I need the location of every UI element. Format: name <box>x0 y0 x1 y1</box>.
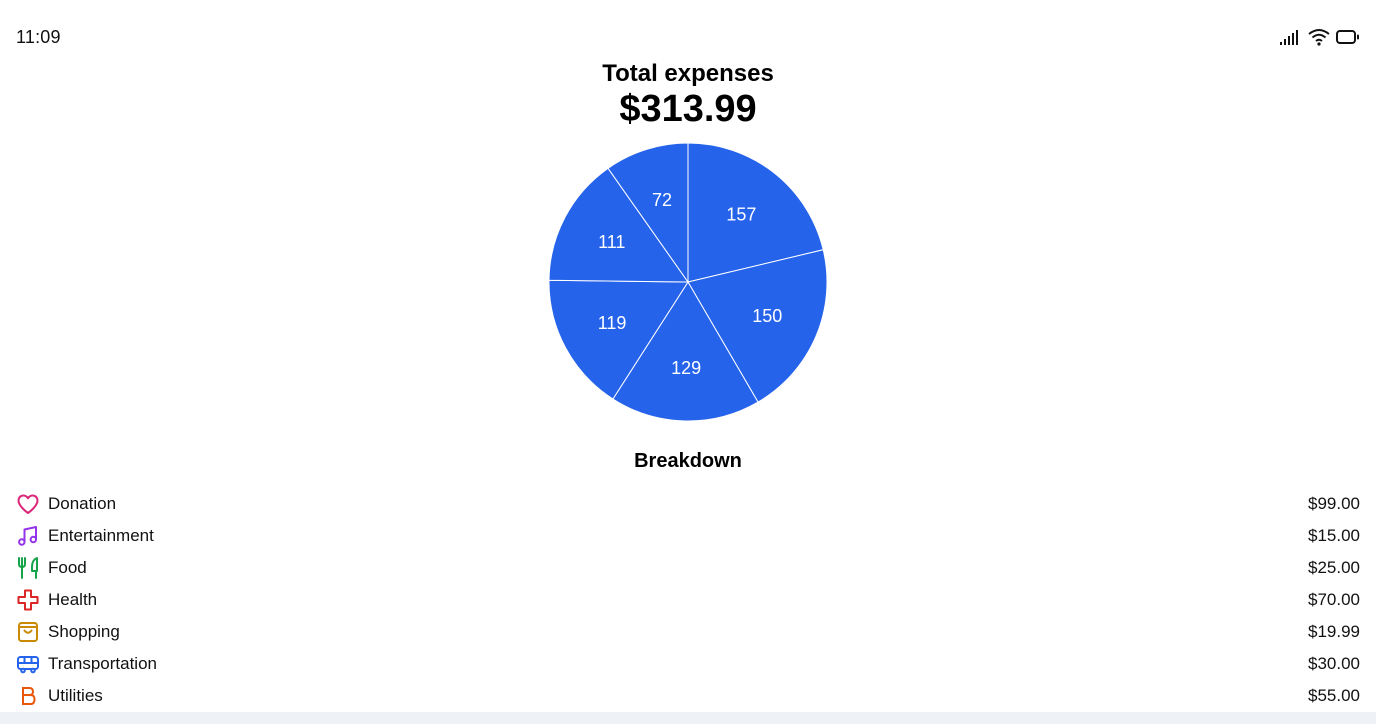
page-title: Total expenses <box>602 60 774 87</box>
signal-icon <box>1280 29 1302 45</box>
status-icons <box>1280 28 1360 46</box>
medical-cross-icon <box>16 588 40 612</box>
breakdown-title: Breakdown <box>634 450 742 472</box>
pie-slice-label: 119 <box>598 313 627 333</box>
category-amount: $30.00 <box>1308 654 1360 673</box>
category-amount: $55.00 <box>1308 686 1360 705</box>
pie-slice-157[interactable] <box>687 142 824 283</box>
list-item-entertainment[interactable]: Entertainment $15.00 <box>16 520 1360 552</box>
battery-icon <box>1336 30 1360 44</box>
breakdown-list: Donation $99.00 Entertainment $15.00 <box>16 488 1360 712</box>
list-item-donation[interactable]: Donation $99.00 <box>16 488 1360 520</box>
category-name: Shopping <box>48 622 120 641</box>
list-item-health[interactable]: Health $70.00 <box>16 584 1360 616</box>
category-name: Food <box>48 558 87 577</box>
bottom-bar <box>0 712 1376 724</box>
list-item-shopping[interactable]: Shopping $19.99 <box>16 616 1360 648</box>
pie-slice-label: 150 <box>752 306 782 326</box>
pie-slice-111[interactable] <box>548 167 689 283</box>
pie-slice-119[interactable] <box>548 279 689 400</box>
pie-slice-label: 72 <box>652 190 672 210</box>
category-name: Transportation <box>48 654 157 673</box>
category-name: Health <box>48 590 98 609</box>
pie-slice-label: 157 <box>726 204 756 224</box>
category-amount: $25.00 <box>1308 558 1360 577</box>
category-amount: $70.00 <box>1308 590 1360 609</box>
list-item-food[interactable]: Food $25.00 <box>16 552 1360 584</box>
bus-icon <box>16 652 40 676</box>
pie-slice-150[interactable] <box>687 249 828 403</box>
total-amount: $313.99 <box>619 88 757 130</box>
status-time: 11:09 <box>16 27 61 47</box>
pie-slice-label: 111 <box>598 232 625 252</box>
shopping-bag-icon <box>16 620 40 644</box>
category-name: Entertainment <box>48 526 154 545</box>
category-amount: $19.99 <box>1308 622 1360 641</box>
bitcoin-icon <box>16 684 40 708</box>
list-item-transportation[interactable]: Transportation $30.00 <box>16 648 1360 680</box>
expenses-pie-chart: 157 150 129 119 111 72 <box>548 142 828 422</box>
pie-slice-label: 129 <box>671 358 701 378</box>
utensils-icon <box>16 556 40 580</box>
category-amount: $99.00 <box>1308 494 1360 513</box>
category-name: Utilities <box>48 686 103 705</box>
pie-slice-129[interactable] <box>612 281 759 422</box>
wifi-icon <box>1308 28 1330 46</box>
list-item-utilities[interactable]: Utilities $55.00 <box>16 680 1360 712</box>
music-note-icon <box>16 524 40 548</box>
pie-slice-72[interactable] <box>607 142 689 284</box>
heart-icon <box>16 492 40 516</box>
category-name: Donation <box>48 494 117 513</box>
category-amount: $15.00 <box>1308 526 1360 545</box>
